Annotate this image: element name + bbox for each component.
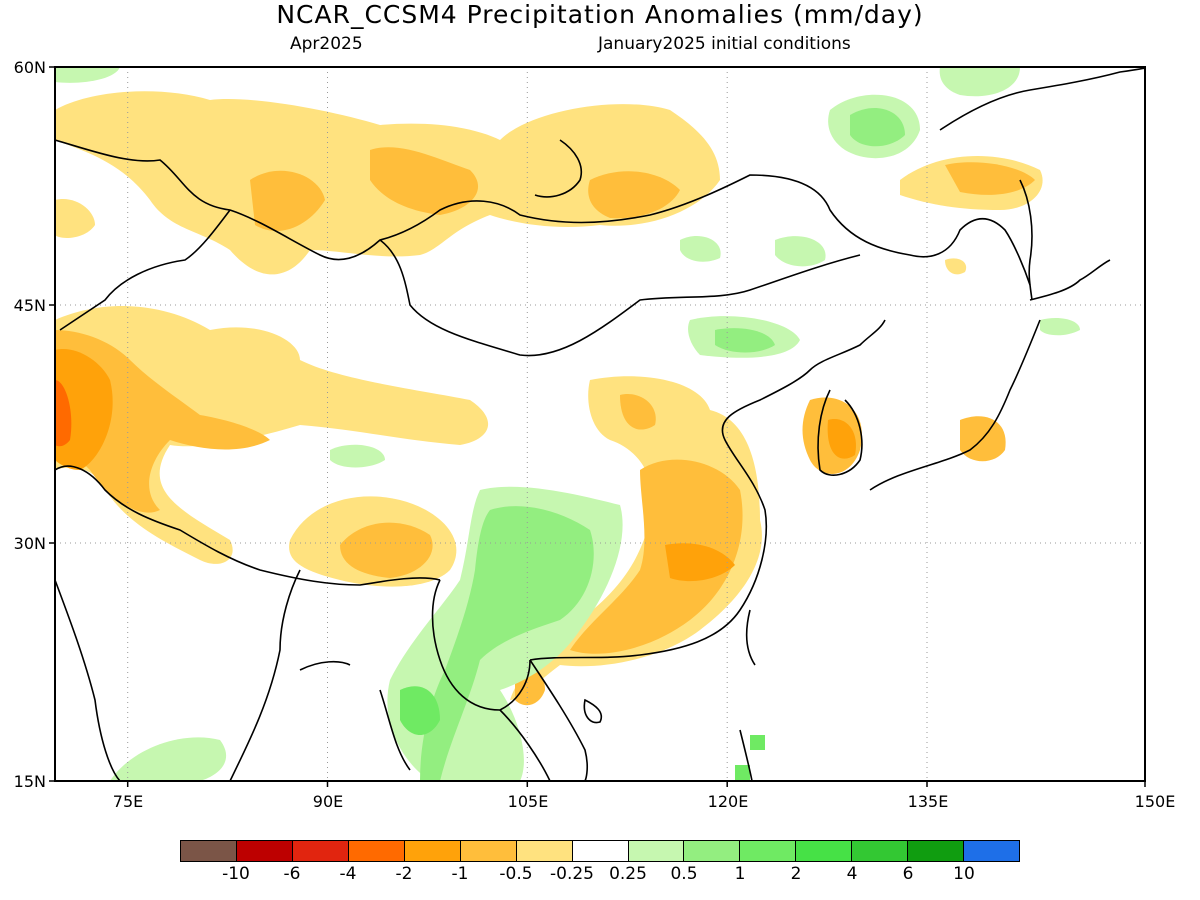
lat-label-60n: 60N xyxy=(13,58,46,77)
color-legend-bar xyxy=(180,840,1020,862)
india-east-border xyxy=(229,569,301,781)
wet-region-okhotsk xyxy=(939,67,1020,97)
vietnam-coast xyxy=(529,659,588,781)
dry-core-north-3 xyxy=(250,170,325,231)
dry-core-north-2 xyxy=(588,171,680,219)
legend-label: 2 xyxy=(790,864,802,884)
japan-honshu xyxy=(869,319,1041,491)
taiwan xyxy=(745,609,756,666)
legend-swatch xyxy=(181,841,237,861)
lon-label-105e: 105E xyxy=(507,792,549,811)
dry-spot-far-west xyxy=(55,199,95,238)
legend-swatch xyxy=(572,841,629,861)
kazakhstan-border xyxy=(59,209,231,331)
axis-ticks xyxy=(49,66,1146,787)
sakhalin xyxy=(1019,179,1033,301)
wet-region-india xyxy=(110,737,227,781)
lon-label-135e: 135E xyxy=(907,792,949,811)
himalaya-border xyxy=(55,465,441,586)
dry-spot-manchuria xyxy=(945,258,967,275)
russia-border xyxy=(55,139,1031,286)
lon-label-75e: 75E xyxy=(112,792,144,811)
legend-swatch xyxy=(740,841,797,861)
map-title: NCAR_CCSM4 Precipitation Anomalies (mm/d… xyxy=(276,0,924,29)
india-west-coast xyxy=(55,579,121,781)
mongolia-border xyxy=(379,239,861,357)
dry-core-west xyxy=(55,330,270,513)
legend-label: 0.5 xyxy=(670,864,698,884)
legend-swatch xyxy=(404,841,461,861)
lat-label-15n: 15N xyxy=(13,772,46,791)
anomaly-shading xyxy=(55,67,1080,781)
legend-swatch xyxy=(684,841,741,861)
wet-spot-luzon xyxy=(735,765,750,781)
legend-swatch xyxy=(236,841,293,861)
map-frame xyxy=(54,66,1146,782)
lake-baikal xyxy=(534,139,582,198)
dry-core-north-china xyxy=(620,394,656,430)
legend-label: -0.5 xyxy=(499,864,533,884)
dry-region-west xyxy=(55,306,489,564)
wet-peak-myanmar xyxy=(400,686,440,735)
legend-label: 0.25 xyxy=(609,864,647,884)
wet-core-inner-mongolia xyxy=(715,328,775,353)
lon-label-150e: 150E xyxy=(1134,792,1176,811)
legend-swatch xyxy=(348,841,405,861)
legend-swatch xyxy=(852,841,909,861)
wet-spot-northwest xyxy=(55,67,120,83)
dry-region-east-china xyxy=(510,376,762,700)
dry-core-east-china xyxy=(570,459,743,654)
wet-core-northeast xyxy=(850,107,905,147)
dry-max-west xyxy=(55,380,72,447)
luzon xyxy=(739,729,753,781)
wet-spot-mongolia xyxy=(775,236,826,267)
legend-label: -10 xyxy=(222,864,250,884)
valid-month-label: Apr2025 xyxy=(290,34,363,54)
wet-spot-gobi xyxy=(680,236,721,262)
legend-label: 1 xyxy=(734,864,746,884)
legend-label: 10 xyxy=(953,864,975,884)
legend-swatch xyxy=(460,841,517,861)
dry-core-northeast xyxy=(945,162,1035,195)
lon-label-120e: 120E xyxy=(707,792,749,811)
burma-border xyxy=(431,579,531,711)
legend-swatch xyxy=(908,841,965,861)
dry-core-tibet xyxy=(340,522,433,578)
dry-peak-east-china xyxy=(665,543,735,582)
dry-core-korea xyxy=(827,419,856,459)
legend-swatch xyxy=(964,841,1020,861)
legend-label: 6 xyxy=(902,864,914,884)
china-coast xyxy=(529,319,886,661)
legend-swatch xyxy=(292,841,349,861)
lat-label-45n: 45N xyxy=(13,296,46,315)
legend-swatch xyxy=(516,841,573,861)
coastlines-borders xyxy=(55,67,1145,781)
legend-label: -6 xyxy=(283,864,301,884)
bangladesh-coast xyxy=(299,660,351,671)
okhotsk-coast xyxy=(939,67,1145,131)
legend-label: 4 xyxy=(846,864,858,884)
wet-spot-tarim xyxy=(330,444,385,468)
hainan xyxy=(583,698,603,724)
initial-conditions-label: January2025 initial conditions xyxy=(598,34,851,54)
wet-spot-philippines xyxy=(750,735,765,750)
lat-label-30n: 30N xyxy=(13,534,46,553)
hokkaido xyxy=(1029,259,1111,301)
wet-core-southwest xyxy=(420,506,594,781)
legend-swatch xyxy=(628,841,685,861)
legend-label: -2 xyxy=(395,864,413,884)
legend-label: -4 xyxy=(339,864,357,884)
legend-label: -0.25 xyxy=(550,864,594,884)
myanmar-coast xyxy=(379,689,411,771)
wet-spot-kuril xyxy=(1040,318,1080,336)
dry-core-north-1 xyxy=(370,147,479,215)
thailand-coast xyxy=(499,709,551,781)
lon-label-90e: 90E xyxy=(312,792,344,811)
legend-swatch xyxy=(796,841,853,861)
legend-label: -1 xyxy=(451,864,469,884)
korea-coast xyxy=(817,389,863,476)
